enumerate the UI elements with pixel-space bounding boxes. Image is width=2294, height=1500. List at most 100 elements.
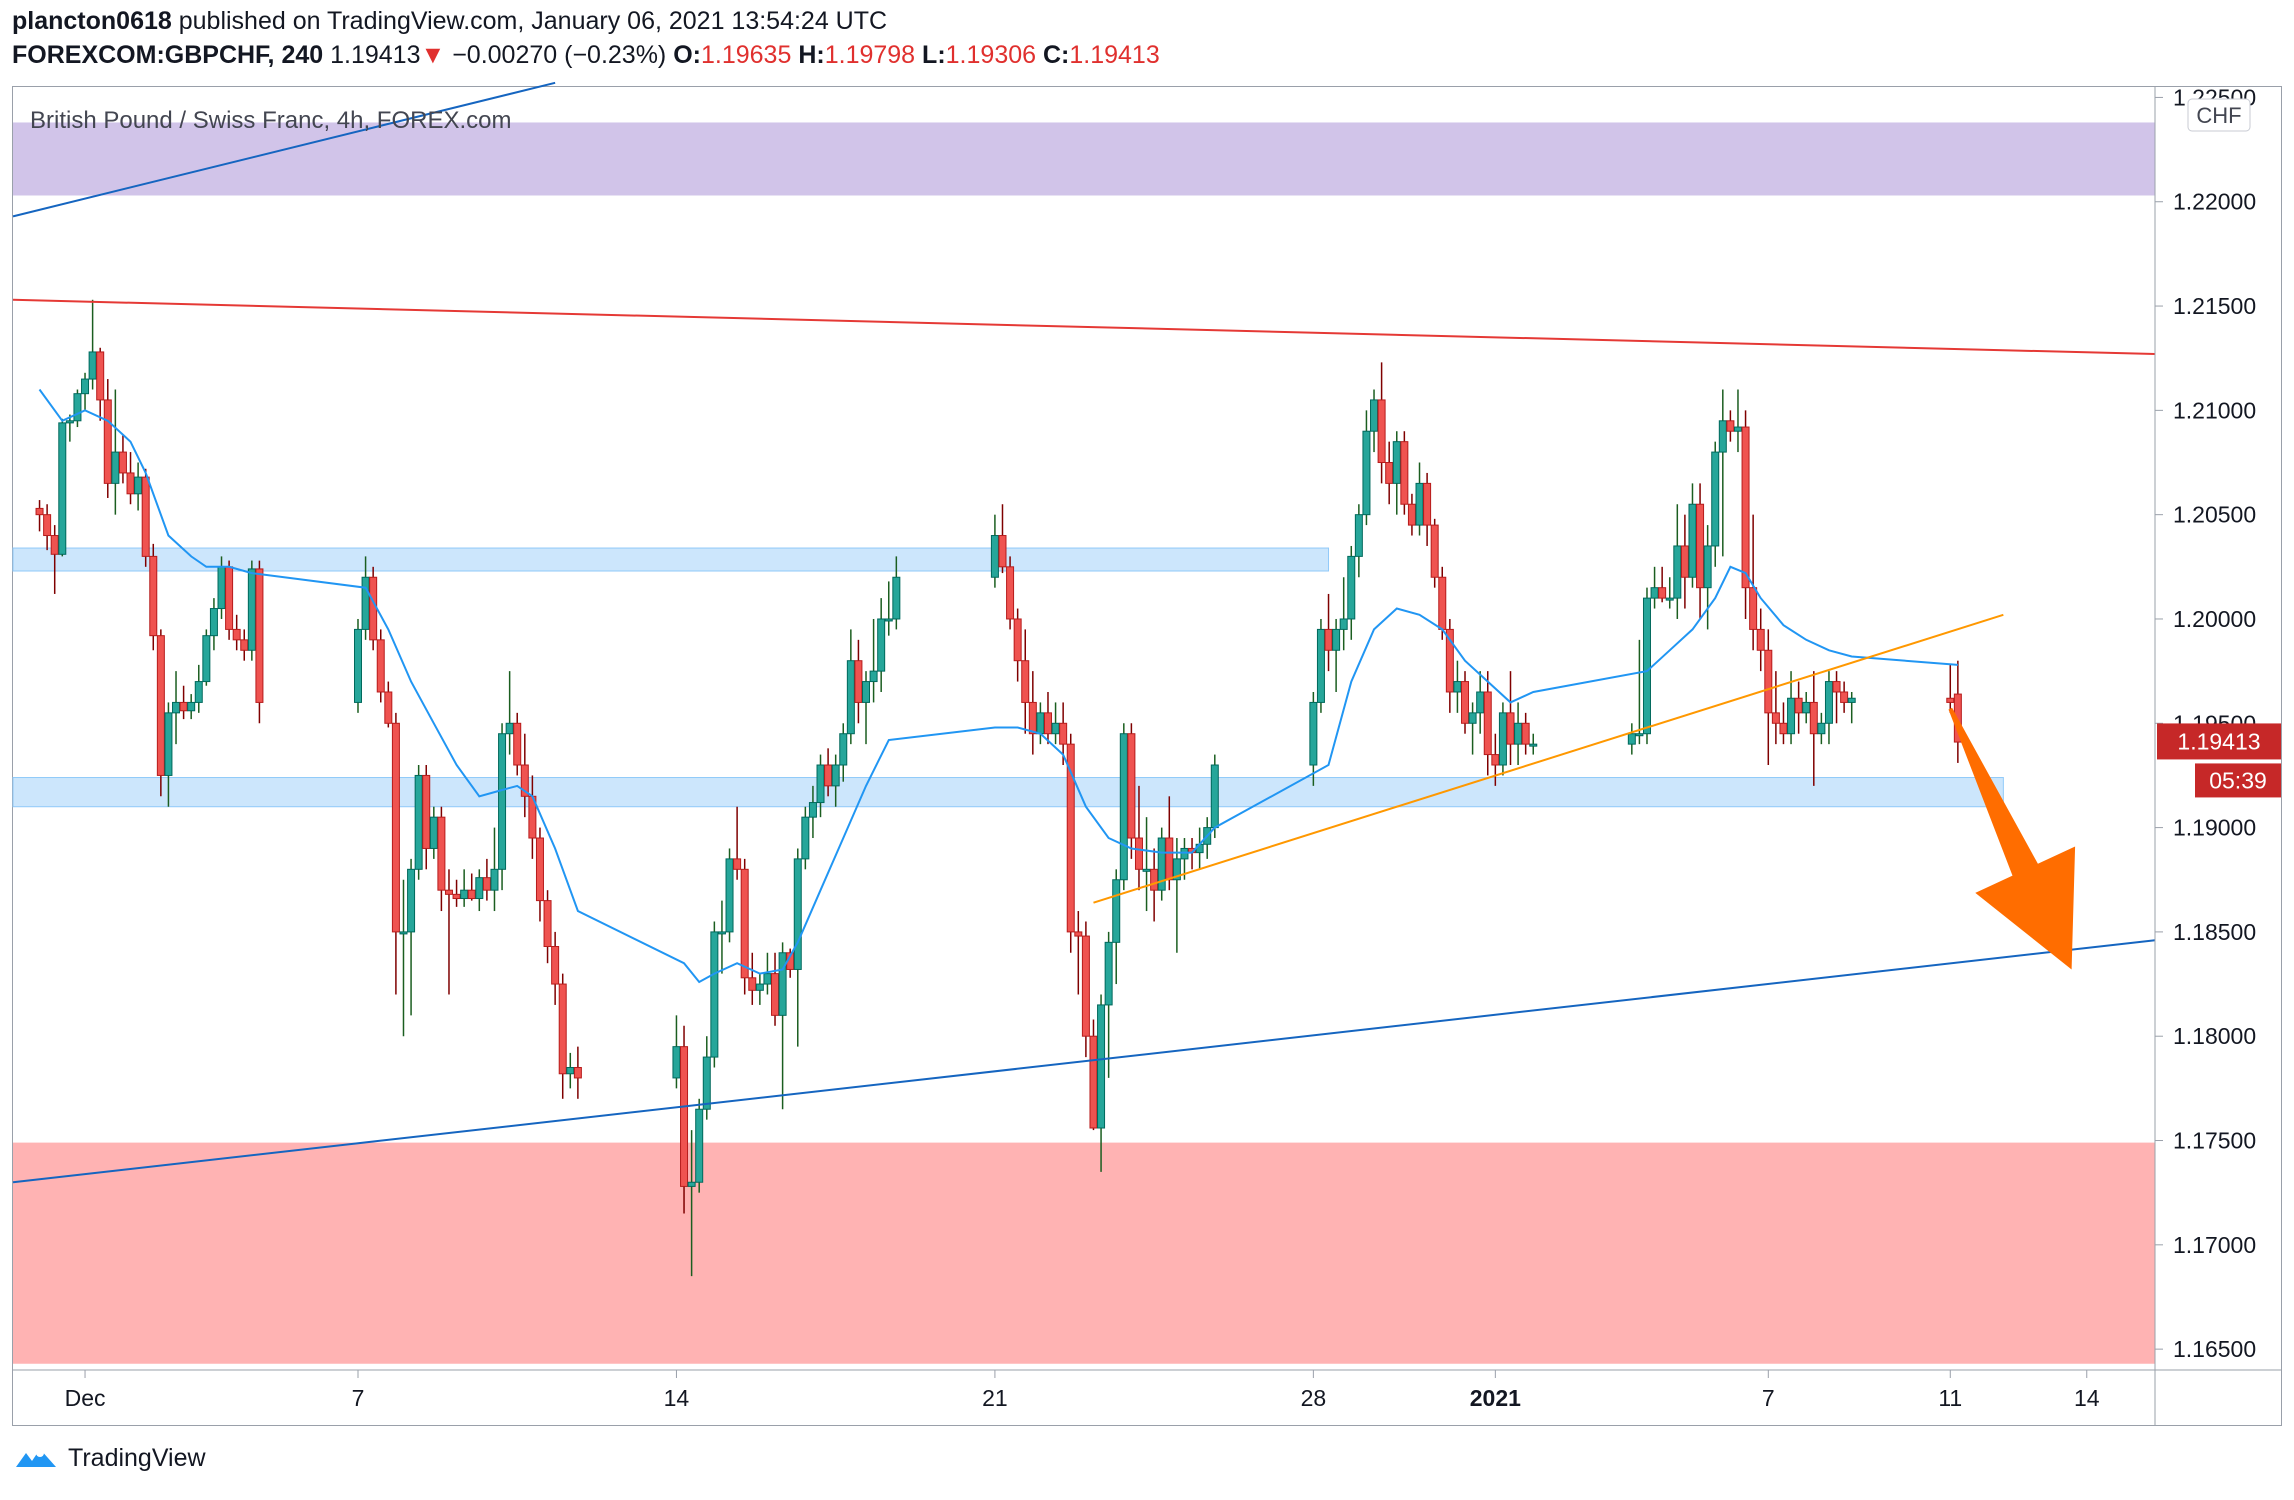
candle-body (1946, 697, 1955, 703)
time-tick-label: Dec (65, 1385, 106, 1411)
candle-body (1051, 722, 1060, 735)
time-tick-label: 7 (352, 1385, 365, 1411)
candle (1658, 566, 1667, 603)
candle (1642, 587, 1651, 745)
candle-body (1703, 545, 1712, 589)
candle-body (96, 351, 105, 401)
candle-body (1036, 712, 1045, 735)
candle (1650, 566, 1659, 609)
candle-body (1377, 399, 1386, 464)
candle (1529, 733, 1538, 755)
candle (1347, 545, 1356, 640)
currency-badge-label: CHF (2196, 103, 2241, 128)
candle (1028, 671, 1037, 755)
chart-header: plancton0618 published on TradingView.co… (12, 4, 2282, 72)
candle (209, 598, 218, 651)
candle (490, 827, 499, 912)
candle-body (1180, 847, 1189, 860)
candle (43, 504, 52, 551)
candle-body (376, 639, 385, 693)
tradingview-logo-icon[interactable] (14, 1445, 58, 1473)
candle-body (1794, 697, 1803, 714)
candle (407, 858, 416, 1016)
candle (58, 418, 67, 557)
candle (1749, 514, 1758, 651)
candle-body (65, 420, 74, 424)
candle (680, 1025, 689, 1214)
axes-layer: 1.225001.220001.215001.210001.205001.200… (13, 84, 2282, 1425)
candle (1506, 671, 1515, 766)
candle-body (1650, 587, 1659, 599)
candle (1074, 911, 1083, 995)
candle-body (513, 722, 522, 766)
candle (1180, 838, 1189, 880)
candle-body (573, 1067, 582, 1079)
candle-body (725, 858, 734, 933)
candle-body (1119, 733, 1128, 881)
candle (990, 514, 999, 588)
candle-body (1172, 858, 1181, 881)
candles-layer (35, 299, 1962, 1277)
candle-body (1824, 681, 1833, 724)
candle-body (1749, 587, 1758, 630)
candle-body (566, 1067, 575, 1075)
candle-body (156, 635, 165, 776)
candle-body (467, 889, 476, 900)
candle-body (1658, 587, 1667, 599)
candle-body (1370, 399, 1379, 432)
candle (194, 664, 203, 713)
candle (467, 873, 476, 901)
candle (717, 900, 726, 974)
candle-body (1847, 697, 1856, 703)
candle (149, 543, 158, 651)
publisher-name[interactable]: plancton0618 (12, 7, 172, 35)
last-price: 1.19413 (330, 41, 421, 69)
candle-body (1104, 941, 1113, 1006)
candle (1514, 702, 1523, 766)
candle-body (778, 952, 787, 1016)
candle-body (998, 535, 1007, 568)
upper-trend-line (12, 81, 556, 218)
candle (134, 462, 143, 511)
candle-body (247, 568, 256, 651)
candle (1847, 691, 1856, 724)
candle-body (1339, 618, 1348, 630)
candle (391, 712, 400, 995)
candle (1771, 671, 1780, 745)
candle-body (846, 660, 855, 735)
candle (1483, 671, 1492, 776)
tradingview-brand[interactable]: TradingView (68, 1444, 206, 1472)
candle-body (164, 712, 173, 776)
candle-body (1013, 618, 1022, 662)
zone-layer (12, 122, 2155, 1364)
candle-body (1832, 681, 1841, 693)
candle-body (444, 889, 453, 895)
candle (111, 389, 120, 515)
candle (1324, 593, 1333, 672)
candle-body (452, 893, 461, 900)
candle (816, 754, 825, 818)
candle-body (1741, 426, 1750, 589)
candle (1756, 608, 1765, 672)
price-tick-label: 1.20000 (2173, 606, 2256, 632)
open-value: 1.19635 (701, 41, 792, 69)
candle (498, 723, 507, 891)
candle (73, 389, 82, 428)
candle (1172, 838, 1181, 953)
candle-body (990, 535, 999, 578)
candle-body (50, 535, 59, 555)
candle (1430, 518, 1439, 588)
candle (808, 785, 817, 839)
candle-body (429, 816, 438, 849)
candle (1627, 723, 1636, 755)
candle (81, 372, 90, 411)
countdown-box (2195, 763, 2281, 798)
candle-body (1134, 837, 1143, 870)
candle (513, 712, 522, 776)
candle (763, 952, 772, 995)
candle-body (369, 576, 378, 641)
candle-body (126, 472, 135, 495)
candle-body (255, 568, 264, 703)
candle-body (1150, 868, 1159, 891)
